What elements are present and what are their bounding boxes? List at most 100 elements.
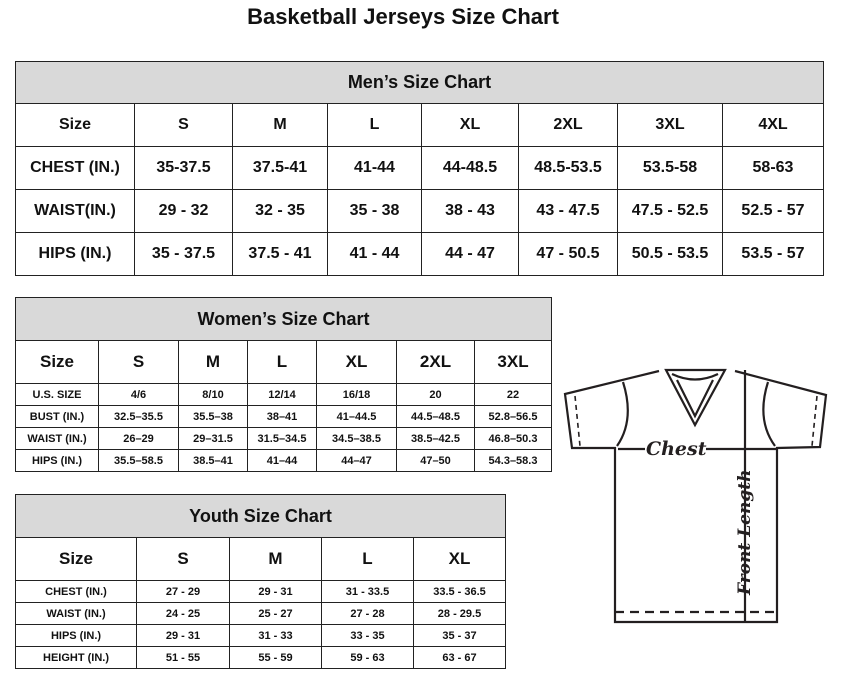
- table-cell: 41 - 44: [327, 232, 422, 276]
- table-cell: 22: [473, 383, 553, 406]
- table-cell: 54.3–58.3: [473, 449, 553, 472]
- row-label: CHEST (IN.): [15, 580, 137, 603]
- mens-size-table: Men’s Size Chart Size S M L XL 2XL 3XL 4XL CHEST …: [15, 61, 824, 276]
- table-cell: 59 - 63: [321, 646, 414, 669]
- row-label: CHEST (IN.): [15, 146, 135, 190]
- men-header-cell: 2XL: [518, 103, 618, 147]
- row-label: HEIGHT (IN.): [15, 646, 137, 669]
- women-header-cell: 3XL: [473, 340, 553, 384]
- men-header-cell: 4XL: [722, 103, 824, 147]
- table-row: WAIST(IN.) 29 - 32 32 - 35 35 - 38 38 - 43 43…: [15, 189, 824, 233]
- row-label: WAIST(IN.): [15, 189, 135, 233]
- table-cell: 35 - 38: [327, 189, 422, 233]
- table-cell: 63 - 67: [412, 646, 507, 669]
- row-label: WAIST (IN.): [15, 427, 99, 450]
- table-cell: 44–47: [316, 449, 397, 472]
- table-cell: 28 - 29.5: [412, 602, 507, 625]
- table-cell: 47.5 - 52.5: [617, 189, 723, 233]
- row-label: BUST (IN.): [15, 405, 99, 428]
- row-label: HIPS (IN.): [15, 624, 137, 647]
- table-row: BUST (IN.) 32.5–35.5 35.5–38 38–41 41–44.5 44…: [15, 405, 553, 428]
- youth-header-cell: M: [229, 537, 322, 581]
- table-cell: 38.5–42.5: [396, 427, 475, 450]
- table-cell: 47–50: [396, 449, 475, 472]
- youth-header-cell: S: [136, 537, 230, 581]
- youth-header-cell: Size: [15, 537, 137, 581]
- table-cell: 53.5 - 57: [722, 232, 824, 276]
- table-cell: 27 - 29: [136, 580, 230, 603]
- table-cell: 32 - 35: [232, 189, 328, 233]
- table-cell: 47 - 50.5: [518, 232, 618, 276]
- row-label: HIPS (IN.): [15, 449, 99, 472]
- women-header-cell: M: [178, 340, 248, 384]
- table-cell: 35.5–38: [178, 405, 248, 428]
- men-header-cell: Size: [15, 103, 135, 147]
- table-cell: 29–31.5: [178, 427, 248, 450]
- women-header-cell: Size: [15, 340, 99, 384]
- table-cell: 34.5–38.5: [316, 427, 397, 450]
- table-row: HIPS (IN.) 35 - 37.5 37.5 - 41 41 - 44 44 - …: [15, 232, 824, 276]
- youth-header-cell: L: [321, 537, 414, 581]
- table-cell: 48.5-53.5: [518, 146, 618, 190]
- row-label: HIPS (IN.): [15, 232, 135, 276]
- chest-label: Chest: [646, 438, 707, 460]
- table-cell: 24 - 25: [136, 602, 230, 625]
- row-label: U.S. SIZE: [15, 383, 99, 406]
- men-header-cell: 3XL: [617, 103, 723, 147]
- table-cell: 27 - 28: [321, 602, 414, 625]
- table-cell: 35 - 37: [412, 624, 507, 647]
- table-row: U.S. SIZE 4/6 8/10 12/14 16/18 20 22: [15, 383, 553, 406]
- table-cell: 35 - 37.5: [134, 232, 233, 276]
- table-cell: 38–41: [247, 405, 317, 428]
- page-title: Basketball Jerseys Size Chart: [247, 4, 559, 29]
- table-row: CHEST (IN.) 27 - 29 29 - 31 31 - 33.5 33.5 -…: [15, 580, 507, 603]
- table-cell: 55 - 59: [229, 646, 322, 669]
- table-row: HIPS (IN.) 35.5–58.5 38.5–41 41–44 44–47 47–5…: [15, 449, 553, 472]
- table-cell: 52.8–56.5: [473, 405, 553, 428]
- table-cell: 12/14: [247, 383, 317, 406]
- men-header-cell: S: [134, 103, 233, 147]
- table-cell: 20: [396, 383, 475, 406]
- table-cell: 38.5–41: [178, 449, 248, 472]
- table-cell: 44 - 47: [421, 232, 519, 276]
- table-row: HIPS (IN.) 29 - 31 31 - 33 33 - 35 35 - 37: [15, 624, 507, 647]
- table-cell: 25 - 27: [229, 602, 322, 625]
- table-cell: 50.5 - 53.5: [617, 232, 723, 276]
- table-cell: 31 - 33: [229, 624, 322, 647]
- men-header-cell: L: [327, 103, 422, 147]
- table-cell: 32.5–35.5: [98, 405, 179, 428]
- table-cell: 53.5-58: [617, 146, 723, 190]
- women-header-cell: S: [98, 340, 179, 384]
- table-cell: 26–29: [98, 427, 179, 450]
- table-cell: 52.5 - 57: [722, 189, 824, 233]
- table-cell: 37.5 - 41: [232, 232, 328, 276]
- women-header-cell: XL: [316, 340, 397, 384]
- table-cell: 29 - 32: [134, 189, 233, 233]
- table-cell: 35.5–58.5: [98, 449, 179, 472]
- table-cell: 31 - 33.5: [321, 580, 414, 603]
- table-cell: 51 - 55: [136, 646, 230, 669]
- table-cell: 44-48.5: [421, 146, 519, 190]
- table-cell: 16/18: [316, 383, 397, 406]
- table-cell: 31.5–34.5: [247, 427, 317, 450]
- shirt-measurement-diagram: Chest Front Length: [563, 368, 828, 624]
- table-cell: 35-37.5: [134, 146, 233, 190]
- youth-header-cell: XL: [412, 537, 507, 581]
- table-cell: 8/10: [178, 383, 248, 406]
- table-cell: 41–44.5: [316, 405, 397, 428]
- table-cell: 29 - 31: [136, 624, 230, 647]
- table-cell: 33 - 35: [321, 624, 414, 647]
- table-row: HEIGHT (IN.) 51 - 55 55 - 59 59 - 63 63 - 67: [15, 646, 507, 669]
- women-header-cell: L: [247, 340, 317, 384]
- table-cell: 41–44: [247, 449, 317, 472]
- table-cell: 29 - 31: [229, 580, 322, 603]
- table-cell: 43 - 47.5: [518, 189, 618, 233]
- row-label: WAIST (IN.): [15, 602, 137, 625]
- men-chart-title: Men’s Size Chart: [15, 61, 824, 104]
- front-length-label: Front Length: [735, 470, 755, 596]
- table-cell: 58-63: [722, 146, 824, 190]
- table-cell: 38 - 43: [421, 189, 519, 233]
- table-cell: 4/6: [98, 383, 179, 406]
- men-header-cell: XL: [421, 103, 519, 147]
- men-header-cell: M: [232, 103, 328, 147]
